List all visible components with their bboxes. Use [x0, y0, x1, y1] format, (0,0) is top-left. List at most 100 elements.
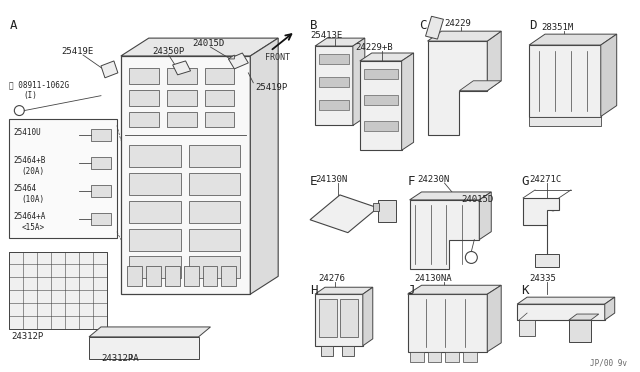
Bar — [129, 201, 180, 223]
Bar — [184, 266, 198, 286]
Bar — [529, 116, 601, 126]
Bar — [529, 45, 601, 116]
Text: 25419P: 25419P — [255, 83, 287, 92]
Polygon shape — [479, 192, 492, 240]
Polygon shape — [353, 38, 365, 125]
Text: 24229: 24229 — [444, 19, 471, 28]
Bar — [315, 294, 363, 346]
Text: JP/00 9v: JP/00 9v — [589, 359, 627, 368]
Bar — [340, 299, 358, 337]
Polygon shape — [402, 53, 413, 150]
Bar — [91, 185, 111, 197]
Polygon shape — [605, 297, 614, 320]
Polygon shape — [487, 285, 501, 352]
Polygon shape — [410, 200, 479, 269]
Bar — [10, 119, 117, 238]
Polygon shape — [487, 31, 501, 91]
Text: (20A): (20A) — [21, 167, 44, 176]
Text: B: B — [310, 19, 317, 32]
Bar — [364, 95, 397, 105]
Bar — [372, 203, 379, 211]
Polygon shape — [408, 285, 501, 294]
Bar — [189, 229, 241, 250]
Bar — [189, 173, 241, 195]
Bar — [91, 213, 111, 225]
Text: 24335: 24335 — [529, 274, 556, 283]
Text: K: K — [521, 284, 529, 297]
Bar — [129, 229, 180, 250]
Bar — [129, 90, 159, 106]
Bar — [408, 294, 487, 352]
Text: J: J — [408, 284, 415, 297]
Text: FRONT: FRONT — [265, 53, 290, 62]
Text: 24230N: 24230N — [417, 175, 450, 184]
Polygon shape — [517, 297, 614, 304]
Text: 24015D: 24015D — [461, 195, 493, 204]
Bar — [517, 304, 605, 320]
Polygon shape — [360, 53, 413, 61]
Text: 25464+A: 25464+A — [13, 212, 45, 221]
Polygon shape — [315, 38, 365, 46]
Text: 25413E: 25413E — [310, 31, 342, 40]
Bar — [321, 346, 333, 356]
Text: 24130NA: 24130NA — [415, 274, 452, 283]
Polygon shape — [523, 198, 559, 225]
Polygon shape — [428, 31, 501, 41]
Bar — [319, 77, 349, 87]
Bar — [189, 201, 241, 223]
Text: 24350P: 24350P — [153, 47, 185, 56]
Bar — [121, 56, 250, 294]
Polygon shape — [250, 38, 278, 294]
Bar — [205, 68, 234, 84]
Text: (I): (I) — [23, 91, 37, 100]
Text: 24271C: 24271C — [529, 175, 561, 184]
Bar — [166, 90, 196, 106]
Text: 24276: 24276 — [318, 274, 345, 283]
Bar — [10, 251, 107, 329]
Text: 28351M: 28351M — [541, 23, 573, 32]
Text: 25464: 25464 — [13, 184, 36, 193]
Bar — [205, 112, 234, 128]
Bar — [127, 266, 142, 286]
Bar — [319, 54, 349, 64]
Text: 25419E: 25419E — [61, 47, 93, 56]
Bar — [319, 100, 349, 110]
Polygon shape — [529, 34, 617, 45]
Bar — [364, 122, 397, 131]
Bar — [364, 69, 397, 79]
Bar — [202, 266, 218, 286]
Text: 24312PA: 24312PA — [101, 354, 139, 363]
Bar — [342, 346, 354, 356]
Text: C: C — [420, 19, 427, 32]
Bar — [189, 256, 241, 278]
Bar — [129, 173, 180, 195]
Text: H: H — [310, 284, 317, 297]
Text: F: F — [408, 175, 415, 188]
Polygon shape — [173, 61, 191, 75]
Polygon shape — [410, 192, 492, 200]
Bar — [221, 266, 236, 286]
Bar — [360, 61, 402, 150]
Bar — [146, 266, 161, 286]
Polygon shape — [228, 55, 234, 59]
Text: D: D — [529, 19, 536, 32]
Bar — [91, 157, 111, 169]
Polygon shape — [601, 34, 617, 116]
Polygon shape — [89, 327, 211, 337]
Text: (10A): (10A) — [21, 195, 44, 204]
Polygon shape — [460, 81, 501, 91]
Text: 25410U: 25410U — [13, 128, 41, 137]
Polygon shape — [363, 287, 372, 346]
Text: Ⓝ 08911-1062G: Ⓝ 08911-1062G — [10, 81, 70, 90]
Bar — [89, 337, 198, 359]
Bar — [129, 112, 159, 128]
Bar — [129, 256, 180, 278]
Bar — [166, 68, 196, 84]
Bar — [569, 320, 591, 342]
Bar — [205, 90, 234, 106]
Bar — [410, 352, 424, 362]
Polygon shape — [428, 41, 487, 135]
Polygon shape — [101, 61, 118, 78]
Bar — [463, 352, 477, 362]
Bar — [378, 200, 396, 222]
